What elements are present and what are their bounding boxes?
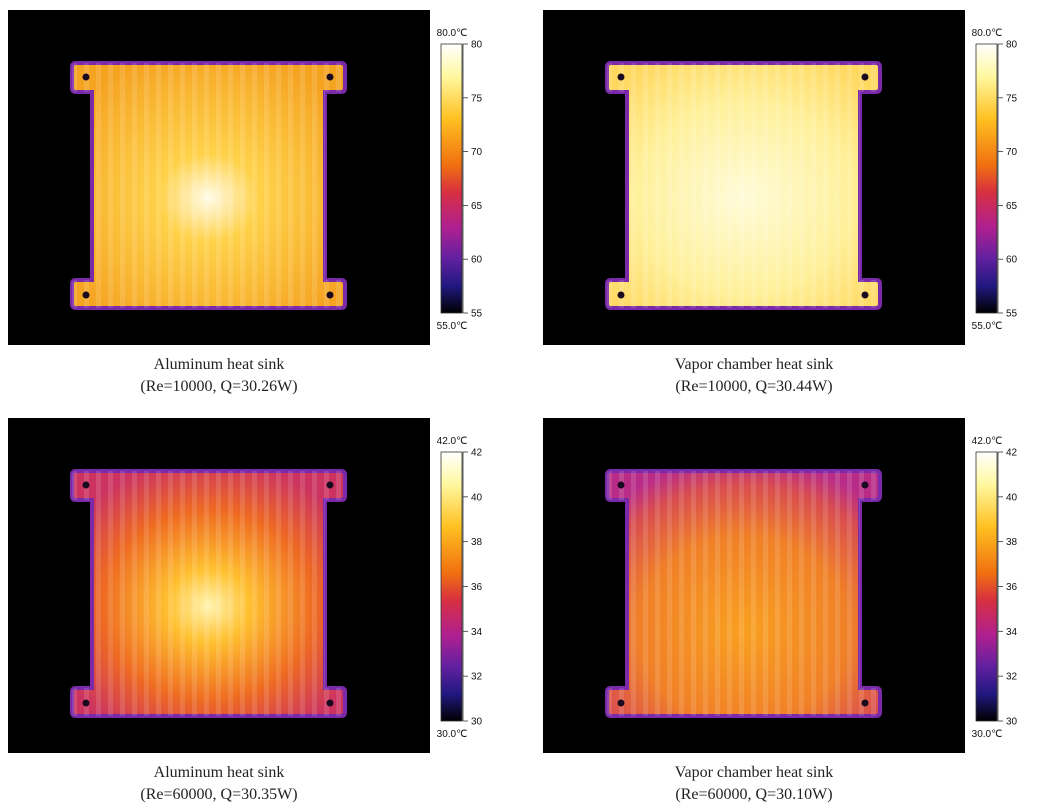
- caption-title: Vapor chamber heat sink: [675, 356, 834, 373]
- scale-max-label: 80.0℃: [972, 28, 1003, 39]
- mount-hole: [327, 482, 334, 489]
- scale-tick-label: 60: [1006, 255, 1018, 266]
- scale-tick-label: 65: [1006, 201, 1018, 212]
- panel: 42.0℃ 30.0℃ 42 40 38 36 34 32 30 Aluminum heat si…: [8, 418, 483, 803]
- scale-tick-label: 34: [1006, 627, 1018, 638]
- caption-title: Aluminum heat sink: [154, 764, 285, 781]
- scale-tick-label: 80: [471, 40, 483, 51]
- fin-stripes: [72, 471, 345, 716]
- caption-title: Vapor chamber heat sink: [675, 764, 834, 781]
- scale-max-label: 42.0℃: [437, 436, 468, 447]
- scale-tick-label: 42: [471, 448, 483, 459]
- scale-max-label: 42.0℃: [972, 436, 1003, 447]
- scale-tick-label: 32: [471, 672, 483, 683]
- figure: 80.0℃ 55.0℃ 80 75 70 65 60 55 Aluminum heat sink…: [0, 0, 1040, 807]
- scale-tick-label: 38: [471, 537, 483, 548]
- mount-hole: [83, 482, 90, 489]
- colorbar: [441, 44, 462, 313]
- panel: 42.0℃ 30.0℃ 42 40 38 36 34 32 30 Vapor chamber he…: [543, 418, 1018, 803]
- scale-tick-label: 30: [1006, 717, 1018, 728]
- scale-tick-label: 42: [1006, 448, 1018, 459]
- colorbar: [976, 44, 997, 313]
- mount-hole: [862, 482, 869, 489]
- fin-stripes: [607, 63, 880, 308]
- mount-hole: [327, 700, 334, 707]
- scale-tick-label: 38: [1006, 537, 1018, 548]
- panel: 80.0℃ 55.0℃ 80 75 70 65 60 55 Aluminum heat sink…: [8, 10, 483, 395]
- caption-conditions: (Re=60000, Q=30.35W): [140, 786, 297, 803]
- mount-hole: [83, 74, 90, 81]
- caption-conditions: (Re=10000, Q=30.26W): [140, 378, 297, 395]
- scale-tick-label: 36: [471, 582, 483, 593]
- scale-tick-label: 36: [1006, 582, 1018, 593]
- scale-min-label: 30.0℃: [972, 729, 1003, 740]
- scale-tick-label: 75: [1006, 93, 1018, 104]
- mount-hole: [862, 74, 869, 81]
- mount-hole: [618, 482, 625, 489]
- caption-conditions: (Re=10000, Q=30.44W): [675, 378, 832, 395]
- fin-stripes: [607, 471, 880, 716]
- mount-hole: [83, 700, 90, 707]
- scale-min-label: 30.0℃: [437, 729, 468, 740]
- mount-hole: [862, 700, 869, 707]
- scale-tick-label: 55: [1006, 309, 1018, 320]
- scale-tick-label: 60: [471, 255, 483, 266]
- caption-conditions: (Re=60000, Q=30.10W): [675, 786, 832, 803]
- scale-tick-label: 70: [471, 147, 483, 158]
- scale-tick-label: 34: [471, 627, 483, 638]
- caption-title: Aluminum heat sink: [154, 356, 285, 373]
- mount-hole: [618, 292, 625, 299]
- scale-tick-label: 40: [1006, 492, 1018, 503]
- mount-hole: [327, 74, 334, 81]
- scale-tick-label: 55: [471, 309, 483, 320]
- scale-tick-label: 70: [1006, 147, 1018, 158]
- mount-hole: [618, 74, 625, 81]
- scale-tick-label: 65: [471, 201, 483, 212]
- mount-hole: [327, 292, 334, 299]
- scale-min-label: 55.0℃: [972, 321, 1003, 332]
- scale-tick-label: 32: [1006, 672, 1018, 683]
- mount-hole: [862, 292, 869, 299]
- scale-tick-label: 80: [1006, 40, 1018, 51]
- colorbar: [441, 452, 462, 721]
- panel: 80.0℃ 55.0℃ 80 75 70 65 60 55 Vapor chamber heat…: [543, 10, 1018, 395]
- scale-min-label: 55.0℃: [437, 321, 468, 332]
- scale-max-label: 80.0℃: [437, 28, 468, 39]
- scale-tick-label: 40: [471, 492, 483, 503]
- scale-tick-label: 30: [471, 717, 483, 728]
- fin-stripes: [72, 63, 345, 308]
- scale-tick-label: 75: [471, 93, 483, 104]
- colorbar: [976, 452, 997, 721]
- mount-hole: [618, 700, 625, 707]
- mount-hole: [83, 292, 90, 299]
